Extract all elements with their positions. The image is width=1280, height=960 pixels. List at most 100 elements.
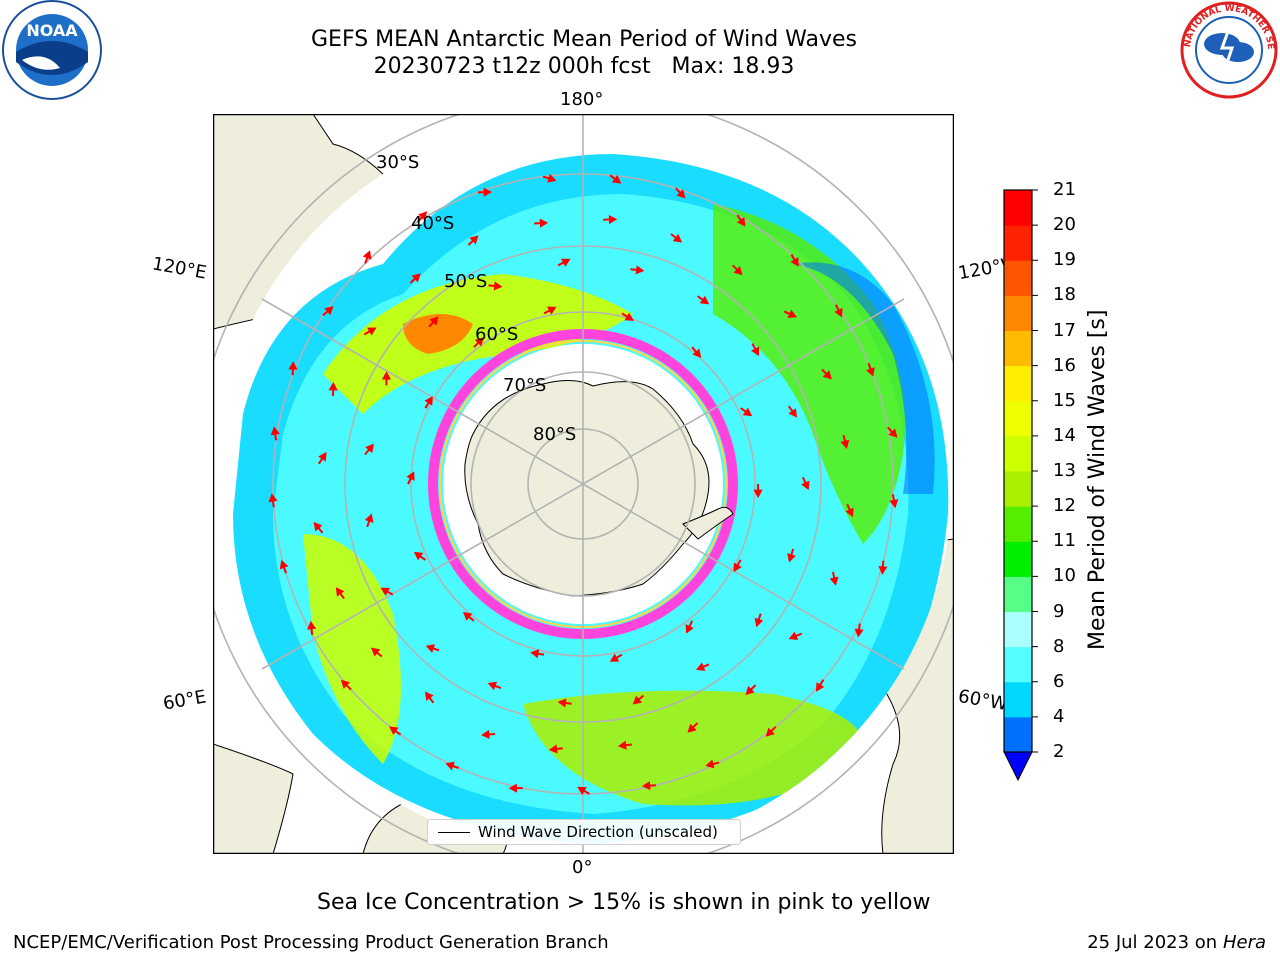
wind-wave-arrowhead <box>753 489 763 499</box>
wind-wave-arrowhead <box>699 295 710 305</box>
wind-wave-arrowhead <box>425 644 436 653</box>
footer-credit: NCEP/EMC/Verification Post Processing Pr… <box>13 932 609 953</box>
wind-wave-arrowhead <box>695 662 706 671</box>
lat-label-60s: 60°S <box>475 324 519 345</box>
wind-wave-arrowhead <box>424 691 434 701</box>
colorbar-tick-label: 18 <box>1053 284 1076 306</box>
colorbar-tick-label: 19 <box>1053 249 1076 271</box>
wind-wave-arrowhead <box>270 426 280 436</box>
colorbar-segment <box>1004 681 1032 718</box>
wind-wave-arrowhead <box>733 266 743 276</box>
wind-wave-arrowhead <box>462 611 473 621</box>
colorbar-segment <box>1004 225 1032 261</box>
wind-wave-arrowhead <box>318 452 327 462</box>
lat-label-70s: 70°S <box>503 375 547 396</box>
wind-wave-arrowhead <box>411 273 421 283</box>
colorbar-tick-label: 20 <box>1053 214 1076 236</box>
lon-label-120e: 120°E <box>150 253 209 284</box>
colorbar-segment <box>1004 716 1032 753</box>
colorbar-tick-label: 15 <box>1053 389 1076 411</box>
colorbar-extend-triangle <box>1003 751 1033 782</box>
colorbar-segment <box>1004 471 1032 507</box>
wind-wave-arrowhead <box>742 407 753 417</box>
footer-date-text: 25 Jul 2023 on <box>1087 932 1223 953</box>
colorbar-segment <box>1004 330 1032 367</box>
wind-wave-arrowhead <box>381 371 392 380</box>
wind-wave-arrowhead <box>617 740 627 750</box>
wind-wave-arrowhead <box>624 312 634 321</box>
wind-wave-arrowhead <box>822 370 832 380</box>
wind-wave-arrowhead <box>324 306 334 316</box>
field-blue-east <box>793 262 935 494</box>
lat-label-40s: 40°S <box>411 213 455 234</box>
wind-wave-arrowhead <box>788 408 798 418</box>
wind-wave-arrowhead <box>547 173 557 183</box>
field-green-sw <box>303 534 401 764</box>
map-legend: Wind Wave Direction (unscaled) <box>427 819 741 845</box>
wind-wave-arrowhead <box>418 211 428 221</box>
graticule <box>213 114 954 854</box>
wind-wave-arrowhead <box>380 587 391 596</box>
wind-wave-arrowhead <box>313 521 323 532</box>
noaa-logo-text: NOAA <box>26 21 78 40</box>
wind-wave-arrowhead <box>279 559 289 570</box>
lon-label-60e: 60°E <box>161 686 208 715</box>
colorbar-tick-label: 16 <box>1053 354 1076 376</box>
nws-logo-icon: NATIONAL WEATHER SERVICE <box>1178 0 1278 99</box>
wind-wave-arrowhead <box>487 681 498 691</box>
wind-wave-arrowhead <box>557 698 567 708</box>
colorbar-segment <box>1004 576 1032 612</box>
colorbar-tick-label: 6 <box>1053 670 1065 692</box>
chart-title: GEFS MEAN Antarctic Mean Period of Wind … <box>311 27 857 52</box>
wind-wave-arrowhead <box>834 307 843 318</box>
colorbar-tick-label: 2 <box>1053 741 1065 762</box>
wind-wave-arrowhead <box>790 257 799 267</box>
wind-wave-arrowhead <box>413 551 424 561</box>
wind-wave-arrowhead <box>608 214 618 225</box>
wind-wave-arrowhead <box>445 761 455 771</box>
colorbar-segment <box>1004 646 1032 683</box>
colorbar-segment <box>1004 400 1032 437</box>
wind-wave-arrowhead <box>340 679 351 689</box>
wind-wave-arrowhead <box>268 493 278 503</box>
wind-wave-arrowhead <box>508 783 518 793</box>
colorbar-tick-label: 13 <box>1053 460 1076 481</box>
wind-wave-arrowhead <box>547 306 557 315</box>
colorbar-segment <box>1004 260 1032 296</box>
colorbar-segment <box>1004 365 1032 402</box>
wind-wave-arrowhead <box>424 396 433 406</box>
colorbar-tick-label: 4 <box>1053 705 1065 727</box>
wind-wave-arrowhead <box>288 361 298 370</box>
wind-wave-arrowhead <box>328 381 338 391</box>
colorbar-tick-label: 11 <box>1053 530 1076 552</box>
wind-wave-arrowhead <box>687 723 697 733</box>
wind-wave-arrowhead <box>561 258 571 267</box>
wind-wave-arrowhead <box>751 346 760 357</box>
wind-wave-arrowhead <box>493 281 503 291</box>
wind-wave-arrowhead <box>787 309 797 318</box>
colorbar-tick-label: 12 <box>1053 495 1076 517</box>
wind-wave-arrowhead <box>307 620 317 630</box>
wind-wave-arrowhead <box>787 553 796 563</box>
wind-wave-arrowhead <box>632 695 643 705</box>
wind-wave-arrowhead <box>370 647 381 657</box>
wind-wave-arrowhead <box>364 513 374 523</box>
wind-wave-arrowhead <box>539 218 549 228</box>
wind-wave-arrowhead <box>829 576 839 586</box>
wind-wave-arrowhead <box>474 337 484 347</box>
wind-wave-arrowhead <box>548 744 558 754</box>
colorbar-tick-label: 17 <box>1053 319 1076 341</box>
lat-label-80s: 80°S <box>533 424 577 445</box>
wind-wave-arrowhead <box>845 507 854 518</box>
wind-wave-arrowhead <box>733 562 742 573</box>
colorbar-segment <box>1004 611 1032 648</box>
lon-label-0: 0° <box>572 857 593 878</box>
wind-wave-arrowhead <box>611 175 622 184</box>
colorbar-tick-label: 10 <box>1053 565 1076 587</box>
wind-wave-arrowhead <box>685 624 694 634</box>
wind-wave-arrowhead <box>801 480 810 491</box>
lat-label-30s: 30°S <box>376 152 420 173</box>
noaa-logo-icon: NOAA <box>2 0 102 100</box>
colorbar-segment <box>1004 190 1032 226</box>
footer-host: Hera <box>1222 932 1266 953</box>
